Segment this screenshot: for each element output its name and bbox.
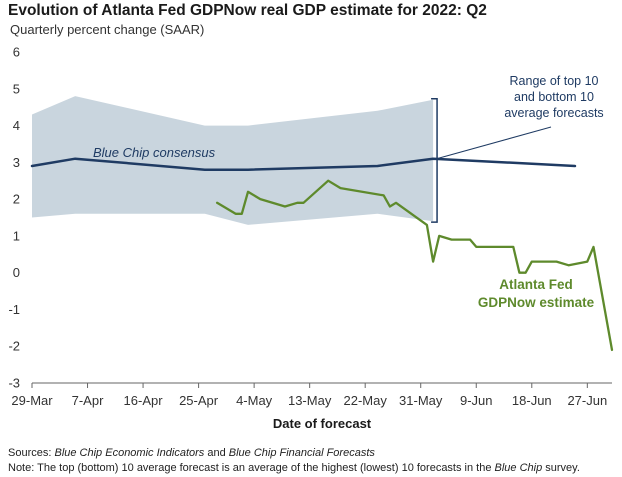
x-tick-label: 22-May — [344, 393, 388, 408]
x-tick-label: 18-Jun — [512, 393, 552, 408]
y-tick-label: 0 — [13, 265, 20, 280]
sources-part2: Blue Chip Financial Forecasts — [228, 447, 375, 459]
x-tick-label: 29-Mar — [11, 393, 53, 408]
forecast-range-band-layer — [32, 96, 438, 225]
range-label-line1: Range of top 10 — [510, 74, 599, 88]
gdpnow-label-line1: Atlanta Fed — [499, 277, 573, 292]
note-text: The top (bottom) 10 average forecast is … — [34, 462, 495, 474]
y-tick-label: -3 — [8, 376, 20, 391]
y-tick-label: -2 — [8, 339, 20, 354]
x-tick-label: 13-May — [288, 393, 332, 408]
note-italic: Blue Chip — [494, 462, 543, 474]
axes: 6 5 4 3 2 1 0 -1 -2 -3 29-Mar 7-Apr 16-Apr 25-Apr 4-Ma… — [8, 45, 612, 408]
y-tick-label: 2 — [13, 192, 20, 207]
range-label-line3: average forecasts — [504, 106, 603, 120]
x-tick-label: 31-May — [399, 393, 443, 408]
y-tick-label: 6 — [13, 45, 20, 60]
chart-title: Evolution of Atlanta Fed GDPNow real GDP… — [8, 2, 487, 19]
sources-part1: Blue Chip Economic Indicators — [54, 447, 205, 459]
range-label-line2: and bottom 10 — [514, 90, 594, 104]
series-lines — [30, 157, 614, 352]
x-axis-label: Date of forecast — [273, 416, 372, 431]
x-tick-label: 16-Apr — [124, 393, 164, 408]
annotations: Blue Chip consensus Range of top 10 and … — [93, 74, 604, 431]
blue-chip-consensus-line — [30, 157, 577, 171]
blue-chip-label: Blue Chip consensus — [93, 145, 216, 160]
sources-label: Sources: — [8, 447, 52, 459]
chart-subtitle: Quarterly percent change (SAAR) — [10, 22, 205, 37]
note-label: Note: — [8, 462, 35, 474]
y-tick-label: -1 — [8, 302, 20, 317]
gdpnow-estimate-line — [215, 179, 614, 352]
sources-and: and — [204, 447, 229, 459]
x-tick-label: 9-Jun — [460, 393, 493, 408]
y-tick-label: 4 — [13, 118, 20, 133]
y-tick-label: 1 — [13, 228, 20, 243]
range-bracket — [431, 98, 438, 223]
forecast-range-band — [32, 96, 434, 225]
x-tick-label: 4-May — [236, 393, 273, 408]
sources-note: Sources: Blue Chip Economic Indicators a… — [8, 447, 375, 459]
x-tick-label: 7-Apr — [72, 393, 104, 408]
y-tick-label: 5 — [13, 81, 20, 96]
x-tick-label: 27-Jun — [567, 393, 607, 408]
y-tick-label: 3 — [13, 155, 20, 170]
x-tick-label: 25-Apr — [179, 393, 219, 408]
note-end: survey. — [542, 462, 580, 474]
footnote: Note: The top (bottom) 10 average foreca… — [8, 462, 580, 474]
gdpnow-label-line2: GDPNow estimate — [478, 295, 595, 310]
range-leader-line — [436, 126, 552, 160]
